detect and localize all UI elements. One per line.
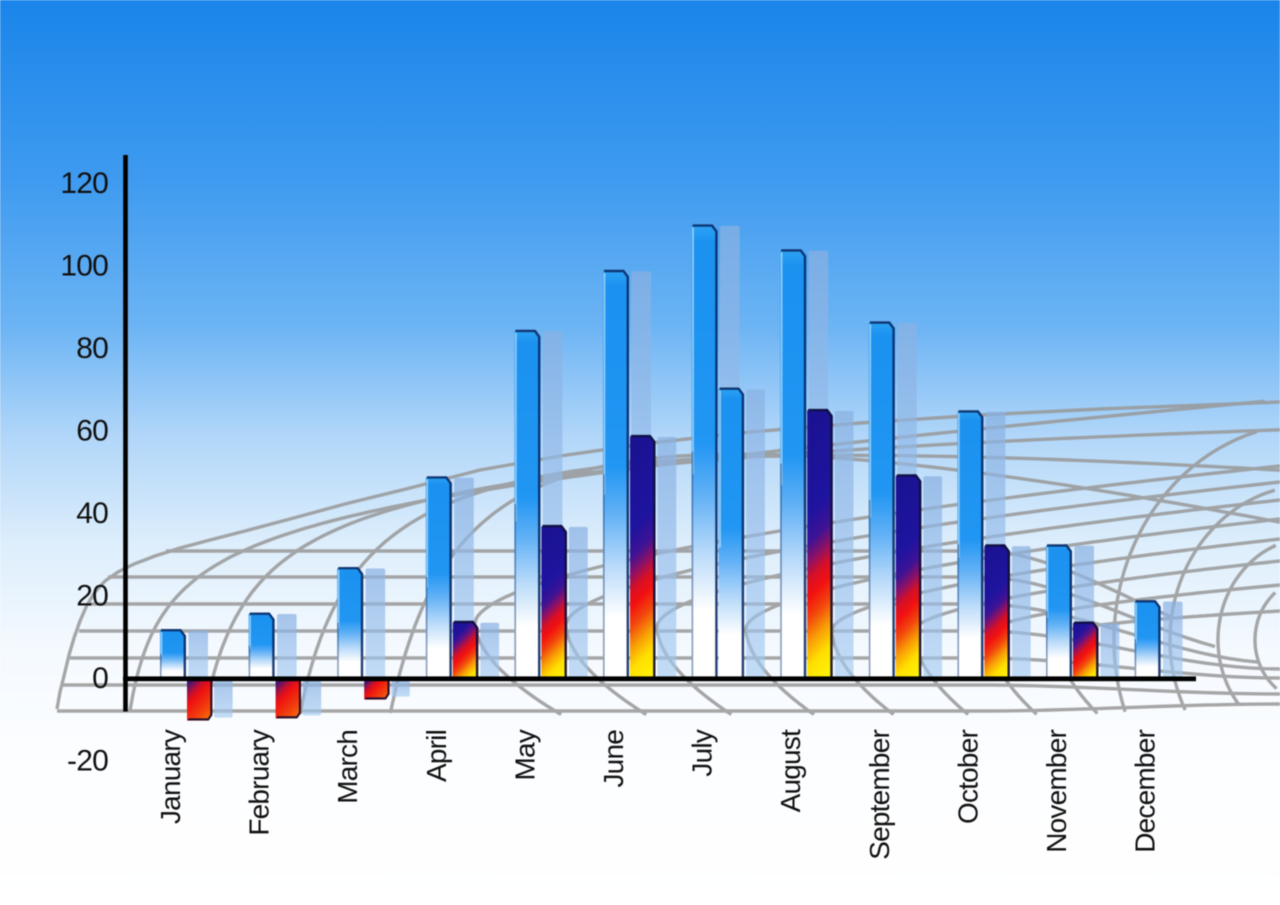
svg-text:May: May [509,729,540,780]
svg-text:September: September [864,730,895,860]
svg-text:October: October [952,730,983,824]
svg-text:December: December [1130,730,1161,853]
svg-text:20: 20 [76,580,108,613]
svg-text:40: 40 [76,497,108,530]
svg-text:March: March [332,730,363,804]
svg-text:February: February [244,729,275,835]
svg-text:-20: -20 [67,745,108,778]
svg-text:60: 60 [76,415,108,448]
svg-text:November: November [1041,730,1072,853]
svg-text:August: August [775,729,806,812]
svg-text:80: 80 [76,332,108,365]
svg-text:January: January [155,729,186,824]
svg-text:June: June [598,730,629,788]
svg-text:100: 100 [60,250,108,283]
svg-text:July: July [687,729,718,776]
svg-text:120: 120 [60,167,108,200]
svg-text:0: 0 [92,662,108,695]
svg-text:April: April [421,730,452,782]
